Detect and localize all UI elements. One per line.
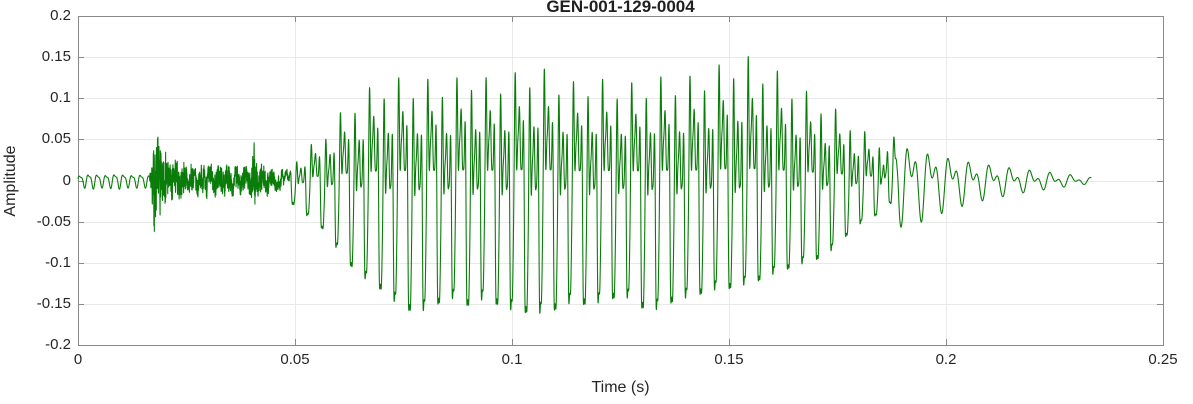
chart-title: GEN-001-129-0004 [546, 0, 695, 16]
x-tick-label: 0.05 [280, 351, 310, 368]
x-axis-label: Time (s) [591, 379, 650, 396]
x-tick-label: 0.15 [714, 351, 744, 368]
x-tick-label: 0 [73, 351, 83, 368]
x-tick-label: 0.1 [501, 351, 523, 368]
y-tick-label: -0.1 [45, 253, 71, 271]
y-tick-label: -0.2 [45, 336, 71, 353]
x-tick-label: 0.2 [935, 351, 957, 368]
y-tick-label: 0.05 [41, 130, 71, 148]
y-tick-label: 0.1 [50, 89, 71, 107]
y-tick-label: 0.15 [41, 48, 71, 66]
y-tick-label: 0.2 [50, 7, 71, 24]
y-tick-label: -0.15 [36, 294, 71, 312]
y-tick-label: 0 [62, 171, 71, 189]
x-tick-label: 0.25 [1148, 351, 1178, 368]
y-tick-label: -0.05 [36, 212, 71, 230]
